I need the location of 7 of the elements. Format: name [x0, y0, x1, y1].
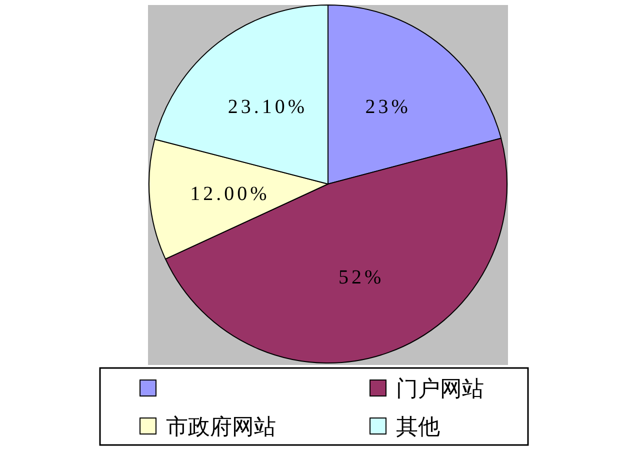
data-label: 23.10% [228, 96, 308, 118]
data-label: 23% [365, 96, 411, 118]
data-label: 12.00% [190, 182, 270, 205]
legend-label: 门户网站 [396, 377, 484, 402]
data-label: 52% [338, 266, 384, 289]
legend-label: 市政府网站 [166, 415, 276, 440]
legend-label: 其他 [396, 415, 440, 440]
